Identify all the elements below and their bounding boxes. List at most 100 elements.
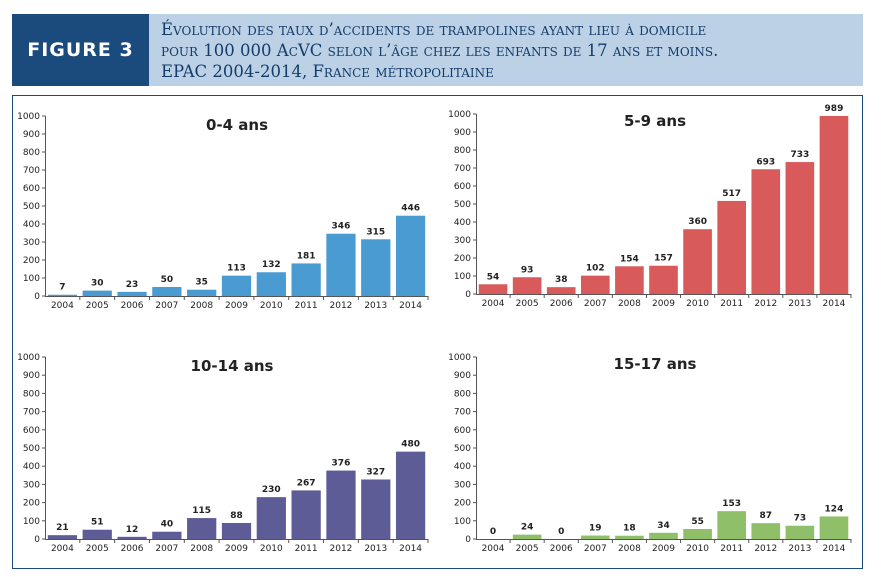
bar-2007 <box>152 287 182 296</box>
chart-title: 0-4 ans <box>206 116 268 134</box>
data-label-2008: 18 <box>623 524 636 534</box>
bar-2011 <box>717 200 746 294</box>
data-label-2014: 124 <box>825 504 844 514</box>
bar-2009 <box>221 275 252 296</box>
data-label-2009: 88 <box>230 511 243 521</box>
data-label-2007: 50 <box>161 275 174 285</box>
bar-2010 <box>256 497 286 539</box>
y-tick-label: 800 <box>23 148 40 158</box>
x-tick-label-2013: 2013 <box>364 544 387 554</box>
bar-2010 <box>683 229 712 294</box>
x-tick-label-2011: 2011 <box>295 301 318 311</box>
bar-2006 <box>117 536 147 539</box>
x-tick-label-2006: 2006 <box>550 299 573 309</box>
data-label-2010: 132 <box>262 260 281 270</box>
y-tick-label: 700 <box>454 408 471 418</box>
bar-2005 <box>82 290 112 296</box>
x-tick-label-2012: 2012 <box>754 299 777 309</box>
y-tick-label: 600 <box>23 426 40 436</box>
y-tick-label: 400 <box>23 462 40 472</box>
bar-2004 <box>47 535 78 539</box>
y-tick-label: 700 <box>23 408 40 418</box>
bar-2013 <box>785 162 815 294</box>
data-label-2004: 0 <box>490 527 496 537</box>
x-tick-label-2007: 2007 <box>584 299 607 309</box>
data-label-2008: 35 <box>195 278 208 288</box>
bar-2012 <box>751 169 781 294</box>
y-tick-label: 200 <box>23 256 40 266</box>
y-tick-label: 300 <box>454 480 471 490</box>
x-tick-label-2010: 2010 <box>686 544 709 554</box>
x-tick-label-2006: 2006 <box>550 544 573 554</box>
x-tick-label-2013: 2013 <box>788 544 811 554</box>
figure-title: Évolution des taux d’accidents de trampo… <box>149 14 863 86</box>
bar-2010 <box>256 272 286 296</box>
x-tick-label-2012: 2012 <box>330 544 353 554</box>
x-tick-label-2005: 2005 <box>86 544 109 554</box>
x-tick-label-2011: 2011 <box>720 299 743 309</box>
y-tick-label: 100 <box>23 517 40 527</box>
bar-2014 <box>395 215 426 296</box>
data-label-2011: 517 <box>722 189 741 199</box>
y-tick-label: 0 <box>34 535 40 545</box>
bar-2008 <box>187 518 217 539</box>
x-tick-label-2004: 2004 <box>51 544 74 554</box>
x-tick-label-2010: 2010 <box>686 299 709 309</box>
x-tick-label-2014: 2014 <box>399 301 422 311</box>
x-tick-label-2004: 2004 <box>482 299 505 309</box>
data-label-2004: 54 <box>487 272 500 282</box>
figure-title-line-2: pour 100 000 AcVC selon l’âge chez les e… <box>161 41 719 60</box>
y-tick-label: 100 <box>454 517 471 527</box>
bar-2009 <box>649 532 678 539</box>
y-tick-label: 600 <box>454 182 471 192</box>
bar-2013 <box>361 239 391 296</box>
data-label-2012: 87 <box>760 511 773 521</box>
x-tick-label-2007: 2007 <box>584 544 607 554</box>
data-label-2010: 55 <box>691 517 704 527</box>
y-tick-label: 500 <box>23 444 40 454</box>
chart-age-5-9: 0 100 200 300 400 500 600 700 800 900 1000 54 2004 93… <box>448 104 852 309</box>
y-tick-label: 0 <box>465 290 471 300</box>
x-tick-label-2005: 2005 <box>86 301 109 311</box>
x-tick-label-2009: 2009 <box>652 544 675 554</box>
x-tick-label-2014: 2014 <box>399 544 422 554</box>
y-tick-label: 900 <box>23 371 40 381</box>
data-label-2009: 34 <box>657 521 670 531</box>
chart-age-15-17: 0 100 200 300 400 500 600 700 800 900 1000 0 2004 24 2… <box>448 353 852 554</box>
x-tick-label-2014: 2014 <box>823 299 846 309</box>
y-tick-label: 400 <box>454 218 471 228</box>
x-tick-label-2012: 2012 <box>754 544 777 554</box>
y-tick-label: 300 <box>23 238 40 248</box>
y-tick-label: 900 <box>23 130 40 140</box>
data-label-2012: 693 <box>756 157 775 167</box>
y-tick-label: 200 <box>454 254 471 264</box>
bar-2012 <box>326 470 356 539</box>
data-label-2005: 93 <box>521 265 534 275</box>
figure-header: FIGURE 3 Évolution des taux d’accidents … <box>0 0 885 95</box>
data-label-2004: 21 <box>56 523 69 533</box>
data-label-2011: 181 <box>297 251 316 261</box>
bar-2007 <box>581 535 610 539</box>
chart-age-0-4: 0 100 200 300 400 500 600 700 800 900 1000 7 2004 30 2… <box>17 112 429 311</box>
y-tick-label: 0 <box>465 535 471 545</box>
data-label-2006: 12 <box>126 525 139 535</box>
figure-title-line-1: Évolution des taux d’accidents de trampo… <box>161 20 707 39</box>
x-tick-label-2009: 2009 <box>225 544 248 554</box>
x-tick-label-2010: 2010 <box>260 544 283 554</box>
y-tick-label: 1000 <box>17 353 40 363</box>
x-tick-label-2004: 2004 <box>482 544 505 554</box>
y-tick-label: 300 <box>23 480 40 490</box>
data-label-2004: 7 <box>59 283 65 293</box>
data-label-2013: 73 <box>794 514 807 524</box>
data-label-2014: 480 <box>401 440 420 450</box>
bar-2009 <box>221 522 252 539</box>
bar-2011 <box>291 263 321 296</box>
bar-2007 <box>152 531 182 539</box>
x-tick-label-2013: 2013 <box>788 299 811 309</box>
x-tick-label-2010: 2010 <box>260 301 283 311</box>
bar-2013 <box>785 525 815 539</box>
data-label-2014: 446 <box>401 204 420 214</box>
y-tick-label: 100 <box>454 272 471 282</box>
x-tick-label-2006: 2006 <box>121 301 144 311</box>
x-tick-label-2011: 2011 <box>295 544 318 554</box>
